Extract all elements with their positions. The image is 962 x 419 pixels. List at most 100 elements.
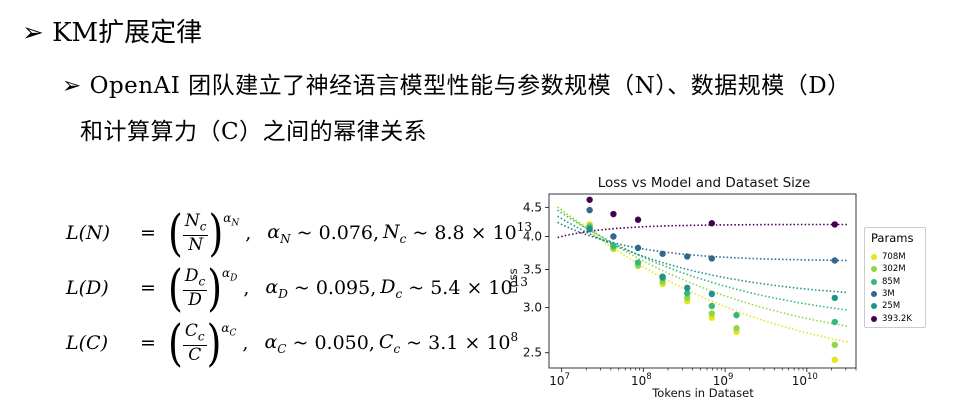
data-point-25M bbox=[684, 284, 691, 292]
data-point-25M bbox=[586, 225, 593, 233]
data-point-85M bbox=[708, 302, 716, 310]
data-point-3M bbox=[708, 255, 716, 262]
bullet-line-2: 和计算算力（C）之间的幂律关系 bbox=[80, 119, 428, 145]
legend-marker bbox=[871, 315, 877, 322]
data-point-302M bbox=[684, 294, 691, 302]
legend-label: 393.2K bbox=[882, 313, 912, 324]
equation-alpha-value: ~ 0.050, bbox=[292, 332, 375, 355]
fit-curve-25M bbox=[557, 215, 848, 294]
data-point-3M bbox=[634, 244, 642, 252]
equation-constant: Cc bbox=[378, 330, 401, 356]
equation-fraction: Cc C bbox=[182, 321, 207, 366]
legend-item-85M: 85M bbox=[871, 277, 900, 287]
plot-frame bbox=[548, 193, 857, 369]
legend-label: 302M bbox=[882, 264, 906, 275]
equation-alpha-value: ~ 0.076, bbox=[296, 222, 380, 245]
section-heading: ➢ KM扩展定律 bbox=[22, 12, 202, 49]
data-point-393.2K bbox=[831, 221, 838, 228]
data-point-25M bbox=[831, 294, 838, 302]
x-tick-label: 1010 bbox=[792, 372, 818, 388]
section-heading-text: KM扩展定律 bbox=[52, 18, 203, 48]
equation-equals: = bbox=[140, 332, 156, 355]
chart-title: Loss vs Model and Dataset Size bbox=[598, 175, 811, 191]
legend-label: 25M bbox=[882, 301, 901, 312]
legend-item-708M: 708M bbox=[871, 252, 906, 262]
equation-exponent: αN bbox=[223, 210, 240, 228]
equation-lhs: L(C) bbox=[66, 332, 108, 355]
chart-legend: Params 708M 302M 85M 3M 25M 393.2K bbox=[864, 227, 926, 328]
legend-item-25M: 25M bbox=[871, 301, 900, 311]
equation-n: L(N) = ( Nc N ) αN , αN ~ 0.076, Nc ~ 8.… bbox=[66, 204, 533, 262]
data-point-3M bbox=[610, 233, 617, 240]
legend-item-302M: 302M bbox=[871, 264, 906, 274]
equation-equals: = bbox=[140, 277, 156, 300]
bullet-line-1: ➢ OpenAI 团队建立了神经语言模型性能与参数规模（N）、数据规模（D） bbox=[62, 66, 851, 100]
y-tick-label: 2.5 bbox=[523, 346, 542, 360]
equation-d: L(D) = ( Dc D ) αD , αD ~ 0.095, Dc ~ 5.… bbox=[66, 259, 528, 317]
data-point-85M bbox=[831, 318, 838, 326]
x-tick-label: 107 bbox=[549, 372, 570, 388]
bullet-arrow-icon: ➢ bbox=[22, 18, 44, 48]
data-point-85M bbox=[684, 290, 691, 297]
data-point-3M bbox=[659, 250, 666, 257]
legend-marker bbox=[871, 278, 877, 285]
data-point-302M bbox=[708, 310, 716, 317]
data-point-3M bbox=[684, 253, 691, 260]
data-point-393.2K bbox=[634, 216, 642, 223]
legend-marker bbox=[871, 290, 877, 297]
equation-exponent: αC bbox=[221, 320, 237, 338]
y-axis-label: Loss bbox=[506, 268, 520, 293]
y-tick-label: 3.5 bbox=[523, 263, 542, 277]
legend-marker bbox=[871, 303, 877, 310]
equation-power: 13 bbox=[512, 275, 528, 290]
equation-fraction: Nc N bbox=[182, 211, 209, 256]
fit-curve-393.2K bbox=[557, 223, 848, 239]
x-tick-label: 108 bbox=[631, 372, 652, 388]
y-tick-label: 4.5 bbox=[523, 200, 542, 214]
legend-marker bbox=[871, 254, 877, 260]
legend-label: 85M bbox=[882, 276, 901, 287]
legend-item-3M: 3M bbox=[871, 289, 895, 299]
equation-constant-value: ~ 8.8 × 10 bbox=[412, 222, 517, 245]
data-point-708M bbox=[831, 356, 838, 363]
equation-constant: Dc bbox=[380, 275, 403, 301]
fit-curve-85M bbox=[557, 209, 848, 311]
x-tick-label: 109 bbox=[713, 372, 734, 388]
equation-constant: Nc bbox=[383, 220, 407, 246]
legend-label: 708M bbox=[882, 252, 906, 262]
equation-alpha: αC bbox=[264, 330, 287, 356]
legend-item-393.2K: 393.2K bbox=[871, 314, 912, 324]
data-point-302M bbox=[733, 325, 740, 332]
data-point-85M bbox=[634, 259, 642, 266]
equation-c: L(C) = ( Cc C ) αC , αC ~ 0.050, Cc ~ 3.… bbox=[66, 314, 519, 372]
equation-alpha: αN bbox=[267, 220, 291, 246]
data-point-25M bbox=[708, 290, 716, 298]
data-point-393.2K bbox=[610, 210, 617, 218]
equation-power: 8 bbox=[510, 330, 519, 345]
bullet-arrow-icon: ➢ bbox=[62, 73, 82, 99]
equation-alpha-value: ~ 0.095, bbox=[293, 277, 377, 300]
x-axis-label: Tokens in Dataset bbox=[651, 386, 754, 400]
data-point-3M bbox=[586, 206, 593, 214]
data-point-393.2K bbox=[708, 220, 716, 227]
data-point-3M bbox=[831, 257, 838, 264]
equation-exponent: αD bbox=[222, 265, 238, 283]
fit-curve-302M bbox=[557, 206, 848, 328]
equation-constant-value: ~ 5.4 × 10 bbox=[408, 277, 513, 300]
equation-constant-value: ~ 3.1 × 10 bbox=[406, 332, 511, 355]
legend-title: Params bbox=[871, 231, 914, 245]
data-point-393.2K bbox=[586, 196, 593, 203]
equation-equals: = bbox=[140, 222, 156, 245]
equation-alpha: αD bbox=[265, 275, 288, 301]
equation-lhs: L(D) bbox=[66, 277, 109, 300]
y-tick-label: 4.0 bbox=[523, 229, 542, 243]
fit-curve-708M bbox=[557, 206, 848, 343]
equation-power: 13 bbox=[516, 220, 533, 235]
data-point-85M bbox=[733, 311, 740, 319]
y-tick-label: 3.0 bbox=[523, 301, 542, 315]
equation-fraction: Dc D bbox=[182, 266, 208, 311]
data-point-302M bbox=[831, 341, 838, 349]
data-point-85M bbox=[610, 242, 617, 250]
legend-label: 3M bbox=[882, 288, 895, 299]
data-point-25M bbox=[659, 273, 666, 280]
